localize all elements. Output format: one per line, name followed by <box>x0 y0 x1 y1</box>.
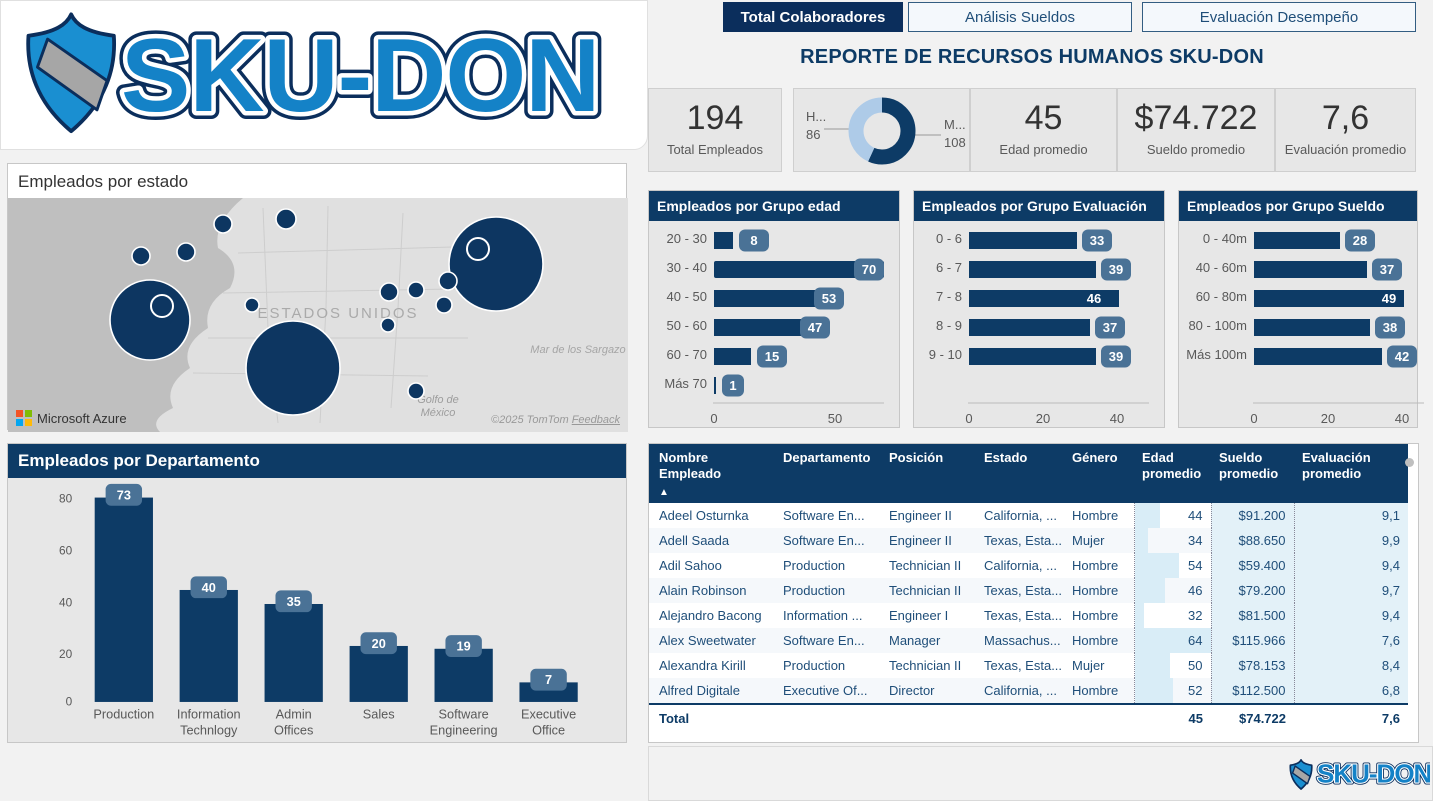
svg-text:73: 73 <box>117 487 131 502</box>
svg-text:20: 20 <box>372 636 386 651</box>
svg-text:Office: Office <box>532 723 565 738</box>
svg-text:Technlogy: Technlogy <box>180 723 238 738</box>
svg-text:40 - 50: 40 - 50 <box>667 289 707 304</box>
svg-text:Information: Information <box>177 706 241 721</box>
svg-text:ESTADOS UNIDOS: ESTADOS UNIDOS <box>257 305 418 322</box>
svg-text:50 - 60: 50 - 60 <box>667 318 707 333</box>
svg-text:Más 70: Más 70 <box>664 376 707 391</box>
svg-text:20: 20 <box>1321 411 1335 426</box>
svg-text:Golfo de: Golfo de <box>417 394 459 406</box>
svg-text:1: 1 <box>729 378 736 393</box>
svg-text:Más 100m: Más 100m <box>1186 347 1247 362</box>
svg-text:40: 40 <box>59 595 73 609</box>
svg-text:86: 86 <box>806 127 820 142</box>
svg-text:46: 46 <box>1087 291 1101 306</box>
svg-text:60 - 70: 60 - 70 <box>667 347 707 362</box>
svg-text:15: 15 <box>765 349 779 364</box>
svg-text:7: 7 <box>545 672 552 687</box>
svg-text:9 - 10: 9 - 10 <box>929 347 962 362</box>
svg-text:México: México <box>421 407 456 419</box>
svg-text:60: 60 <box>59 543 73 557</box>
svg-text:0 - 40m: 0 - 40m <box>1203 231 1247 246</box>
svg-text:108: 108 <box>944 135 966 150</box>
svg-text:0: 0 <box>710 411 717 426</box>
svg-text:70: 70 <box>862 262 876 277</box>
svg-text:37: 37 <box>1380 262 1394 277</box>
svg-text:80 - 100m: 80 - 100m <box>1188 318 1247 333</box>
svg-text:Executive: Executive <box>521 706 576 721</box>
svg-text:8: 8 <box>750 233 757 248</box>
svg-text:42: 42 <box>1395 349 1409 364</box>
svg-text:28: 28 <box>1353 233 1367 248</box>
svg-text:20: 20 <box>1036 411 1050 426</box>
svg-text:20: 20 <box>59 647 73 661</box>
svg-text:39: 39 <box>1109 262 1123 277</box>
svg-text:SKU-DON: SKU-DON <box>121 18 599 134</box>
svg-text:39: 39 <box>1109 349 1123 364</box>
svg-text:40: 40 <box>202 580 216 595</box>
svg-text:33: 33 <box>1090 233 1104 248</box>
svg-text:47: 47 <box>808 320 822 335</box>
svg-text:20 - 30: 20 - 30 <box>667 231 707 246</box>
svg-text:50: 50 <box>828 411 842 426</box>
svg-text:Mar de los Sargazo: Mar de los Sargazo <box>530 344 625 356</box>
svg-text:40: 40 <box>1110 411 1124 426</box>
svg-text:SKU-DON: SKU-DON <box>1317 759 1430 789</box>
svg-text:Engineering: Engineering <box>430 723 498 738</box>
svg-text:Offices: Offices <box>274 723 313 738</box>
svg-text:7 - 8: 7 - 8 <box>936 289 962 304</box>
svg-text:M...: M... <box>944 117 966 132</box>
svg-text:0: 0 <box>1250 411 1257 426</box>
svg-text:0: 0 <box>66 695 73 709</box>
svg-text:35: 35 <box>287 594 301 609</box>
svg-text:60 - 80m: 60 - 80m <box>1196 289 1247 304</box>
svg-text:0 - 6: 0 - 6 <box>936 231 962 246</box>
svg-text:30 - 40: 30 - 40 <box>667 260 707 275</box>
svg-text:6 - 7: 6 - 7 <box>936 260 962 275</box>
svg-text:Admin: Admin <box>276 706 312 721</box>
svg-text:38: 38 <box>1383 320 1397 335</box>
svg-text:0: 0 <box>965 411 972 426</box>
svg-text:H...: H... <box>806 109 826 124</box>
svg-text:37: 37 <box>1103 320 1117 335</box>
svg-text:49: 49 <box>1382 291 1396 306</box>
svg-text:8 - 9: 8 - 9 <box>936 318 962 333</box>
svg-text:40 - 60m: 40 - 60m <box>1196 260 1247 275</box>
svg-text:53: 53 <box>822 291 836 306</box>
svg-text:Production: Production <box>93 706 154 721</box>
svg-text:40: 40 <box>1395 411 1409 426</box>
svg-text:Software: Software <box>439 706 489 721</box>
svg-text:Sales: Sales <box>363 706 395 721</box>
svg-text:80: 80 <box>59 492 73 506</box>
svg-text:19: 19 <box>457 639 471 654</box>
